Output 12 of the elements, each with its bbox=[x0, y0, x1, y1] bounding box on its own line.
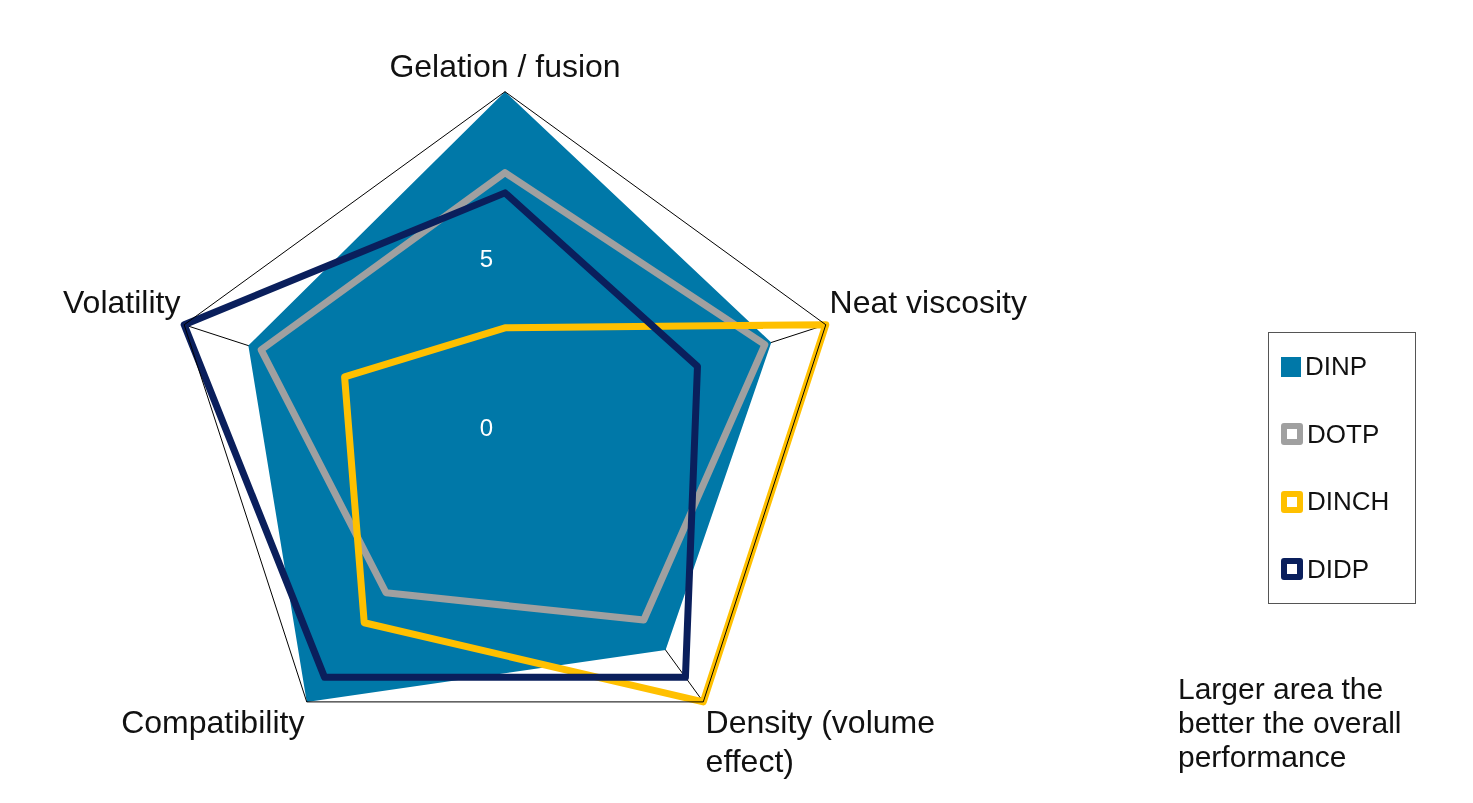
legend-label: DIDP bbox=[1307, 553, 1370, 585]
spoke-label: Volatility bbox=[63, 284, 181, 321]
spoke-label: Neat viscosity bbox=[829, 284, 1027, 321]
spoke-label: Compatibility bbox=[121, 704, 305, 741]
legend-label: DOTP bbox=[1307, 418, 1380, 450]
legend-label: DINP bbox=[1305, 351, 1368, 383]
spoke-label: Gelation / fusion bbox=[389, 48, 621, 85]
y-tick-label: 5 bbox=[479, 244, 493, 272]
y-tick-label: 0 bbox=[479, 413, 493, 441]
legend-label: DINCH bbox=[1307, 486, 1390, 518]
text: Larger area the better the overall performance bbox=[1178, 672, 1403, 774]
spoke-label: Density (volume effect) bbox=[705, 704, 936, 779]
